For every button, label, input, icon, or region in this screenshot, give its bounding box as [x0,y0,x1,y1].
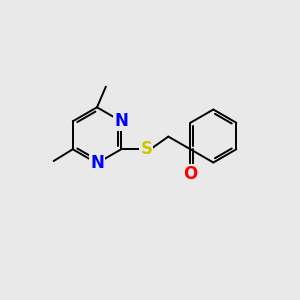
Text: N: N [114,112,128,130]
Text: O: O [183,165,197,183]
Text: S: S [140,140,152,158]
Text: N: N [90,154,104,172]
